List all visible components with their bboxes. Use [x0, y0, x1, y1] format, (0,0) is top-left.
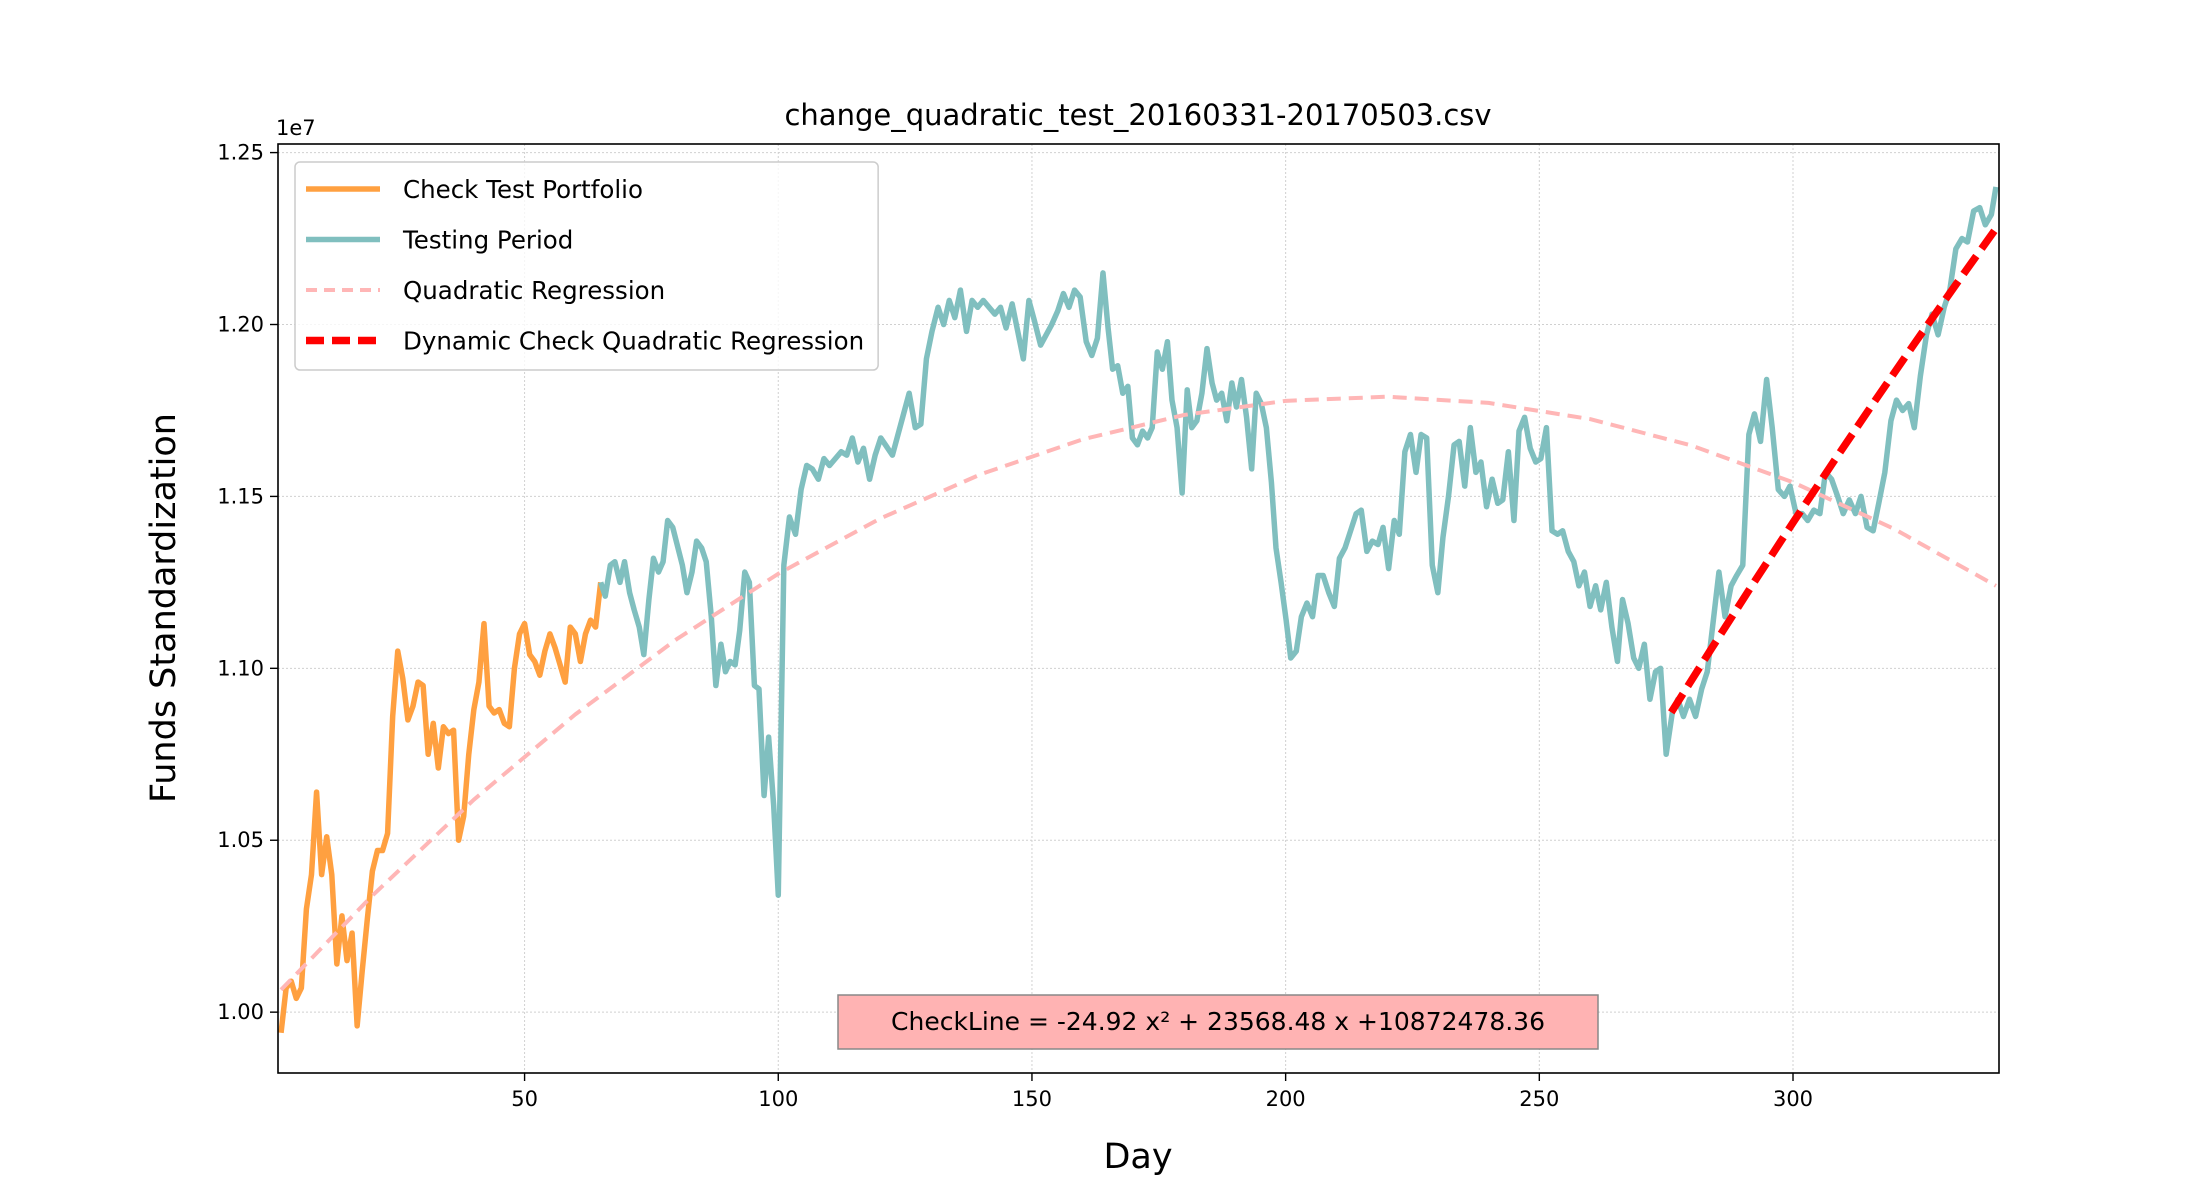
legend-label: Quadratic Regression	[403, 276, 665, 305]
y-offset-label: 1e7	[276, 116, 316, 140]
chart-title: change_quadratic_test_20160331-20170503.…	[784, 98, 1491, 132]
annotation: CheckLine = -24.92 x² + 23568.48 x +1087…	[891, 1007, 1545, 1036]
x-tick-label: 150	[1012, 1087, 1052, 1111]
y-tick-label: 1.00	[217, 1000, 264, 1024]
x-tick-label: 50	[511, 1087, 538, 1111]
axes-frame	[277, 143, 2000, 1074]
y-tick-label: 1.25	[217, 141, 264, 165]
y-tick-label: 1.15	[217, 484, 264, 508]
legend-box	[294, 161, 879, 371]
x-axis-label: Day	[1103, 1137, 1172, 1177]
series-line	[279, 394, 1997, 992]
series-line	[1668, 226, 1999, 715]
x-tick-label: 100	[758, 1087, 798, 1111]
y-tick-label: 1.05	[217, 828, 264, 852]
series-line	[598, 186, 1999, 898]
legend-label: Testing Period	[402, 226, 573, 255]
y-tick-label: 1.20	[217, 313, 264, 337]
plot-lines	[278, 186, 1999, 1034]
x-tick-label: 250	[1519, 1087, 1559, 1111]
annotation-box	[837, 994, 1599, 1050]
x-tick-label: 300	[1773, 1087, 1813, 1111]
legend: Check Test Portfolio Testing Period Quadra…	[294, 161, 879, 371]
y-tick-label: 1.10	[217, 656, 264, 680]
legend-label: Dynamic Check Quadratic Regression	[403, 327, 864, 356]
legend-label: Check Test Portfolio	[403, 175, 643, 204]
x-tick-label: 200	[1266, 1087, 1306, 1111]
y-axis-label: Funds Standardization	[144, 413, 184, 803]
series-line	[278, 582, 604, 1034]
ticks: 50 100 150 200 250 300 1.00 1.05 1.10 1.15 1.20 1.2…	[217, 141, 1813, 1111]
